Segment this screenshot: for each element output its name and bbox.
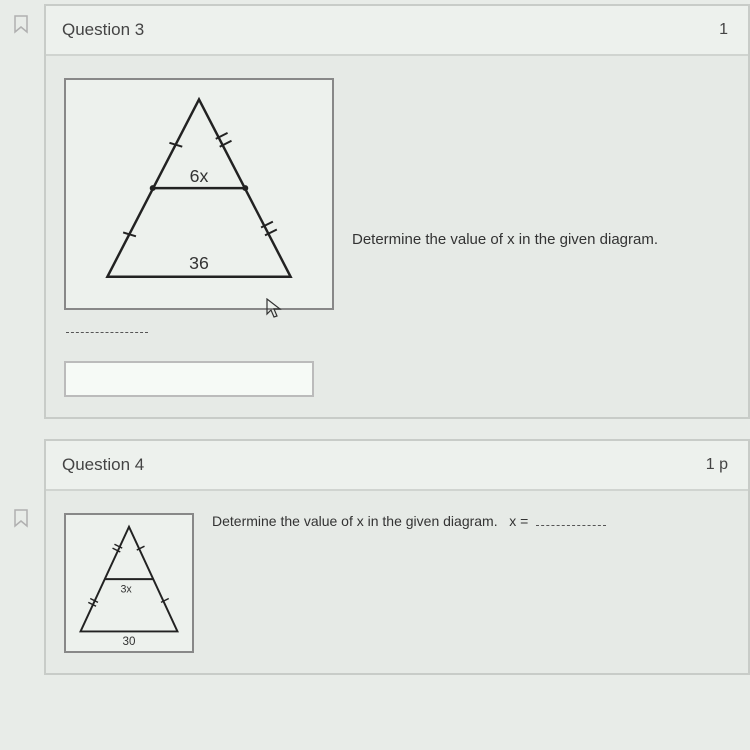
bookmark-icon[interactable] (12, 14, 30, 34)
q3-midsegment-label: 6x (190, 166, 209, 186)
question-3-prompt: Determine the value of x in the given di… (352, 225, 658, 250)
answer-input-box[interactable] (64, 361, 314, 397)
bookmark-icon[interactable] (12, 508, 30, 528)
question-3-points: 1 (719, 21, 732, 39)
q4-base-label: 30 (123, 635, 136, 648)
question-4-points: 1 p (706, 456, 732, 474)
question-4-body: 3x 30 Determine the value of x in the gi… (46, 491, 748, 673)
dashed-input-line (66, 332, 148, 333)
question-4-prompt: Determine the value of x in the given di… (212, 513, 606, 529)
answer-dash[interactable] (536, 525, 606, 526)
question-4-diagram: 3x 30 (64, 513, 194, 653)
question-4-block: Question 4 1 p (44, 439, 750, 675)
question-3-header: Question 3 1 (46, 6, 748, 56)
q4-midsegment-label: 3x (120, 584, 132, 596)
question-3-title: Question 3 (62, 20, 144, 40)
q3-base-label: 36 (189, 253, 209, 273)
question-3-body: 6x 36 Determine the value of x in the gi… (46, 56, 748, 417)
question-4-title: Question 4 (62, 455, 144, 475)
question-3-block: Question 3 1 (44, 4, 750, 419)
question-4-header: Question 4 1 p (46, 441, 748, 491)
question-3-diagram: 6x 36 (64, 78, 334, 310)
